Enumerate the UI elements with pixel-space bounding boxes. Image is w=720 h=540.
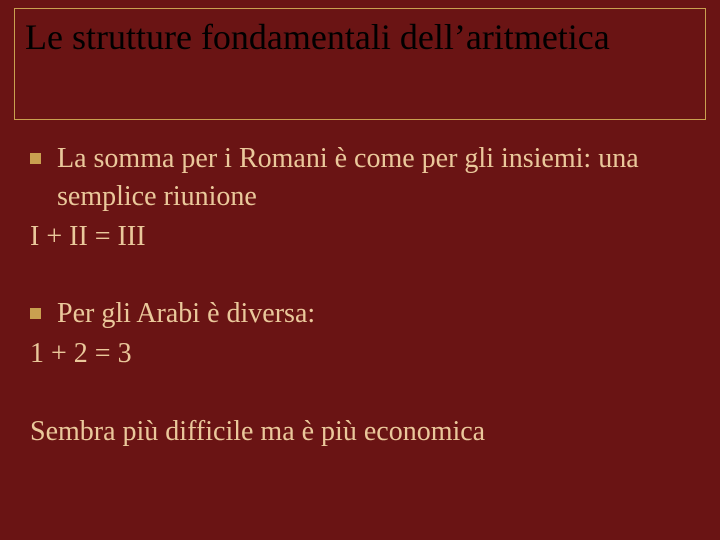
square-bullet-icon [30, 153, 41, 164]
slide-body: La somma per i Romani è come per gli ins… [30, 140, 690, 451]
closing-text: Sembra più difficile ma è più economica [30, 413, 690, 451]
equation-text: I + II = III [30, 218, 690, 256]
slide-title: Le strutture fondamentali dell’aritmetic… [25, 15, 695, 60]
bullet-text: La somma per i Romani è come per gli ins… [57, 140, 690, 216]
title-box: Le strutture fondamentali dell’aritmetic… [14, 8, 706, 120]
slide: Le strutture fondamentali dell’aritmetic… [0, 0, 720, 540]
square-bullet-icon [30, 308, 41, 319]
bullet-line: La somma per i Romani è come per gli ins… [30, 140, 690, 216]
bullet-line: Per gli Arabi è diversa: [30, 295, 690, 333]
equation-text: 1 + 2 = 3 [30, 335, 690, 373]
bullet-block: La somma per i Romani è come per gli ins… [30, 140, 690, 255]
bullet-block: Per gli Arabi è diversa: 1 + 2 = 3 [30, 295, 690, 373]
bullet-text: Per gli Arabi è diversa: [57, 295, 690, 333]
